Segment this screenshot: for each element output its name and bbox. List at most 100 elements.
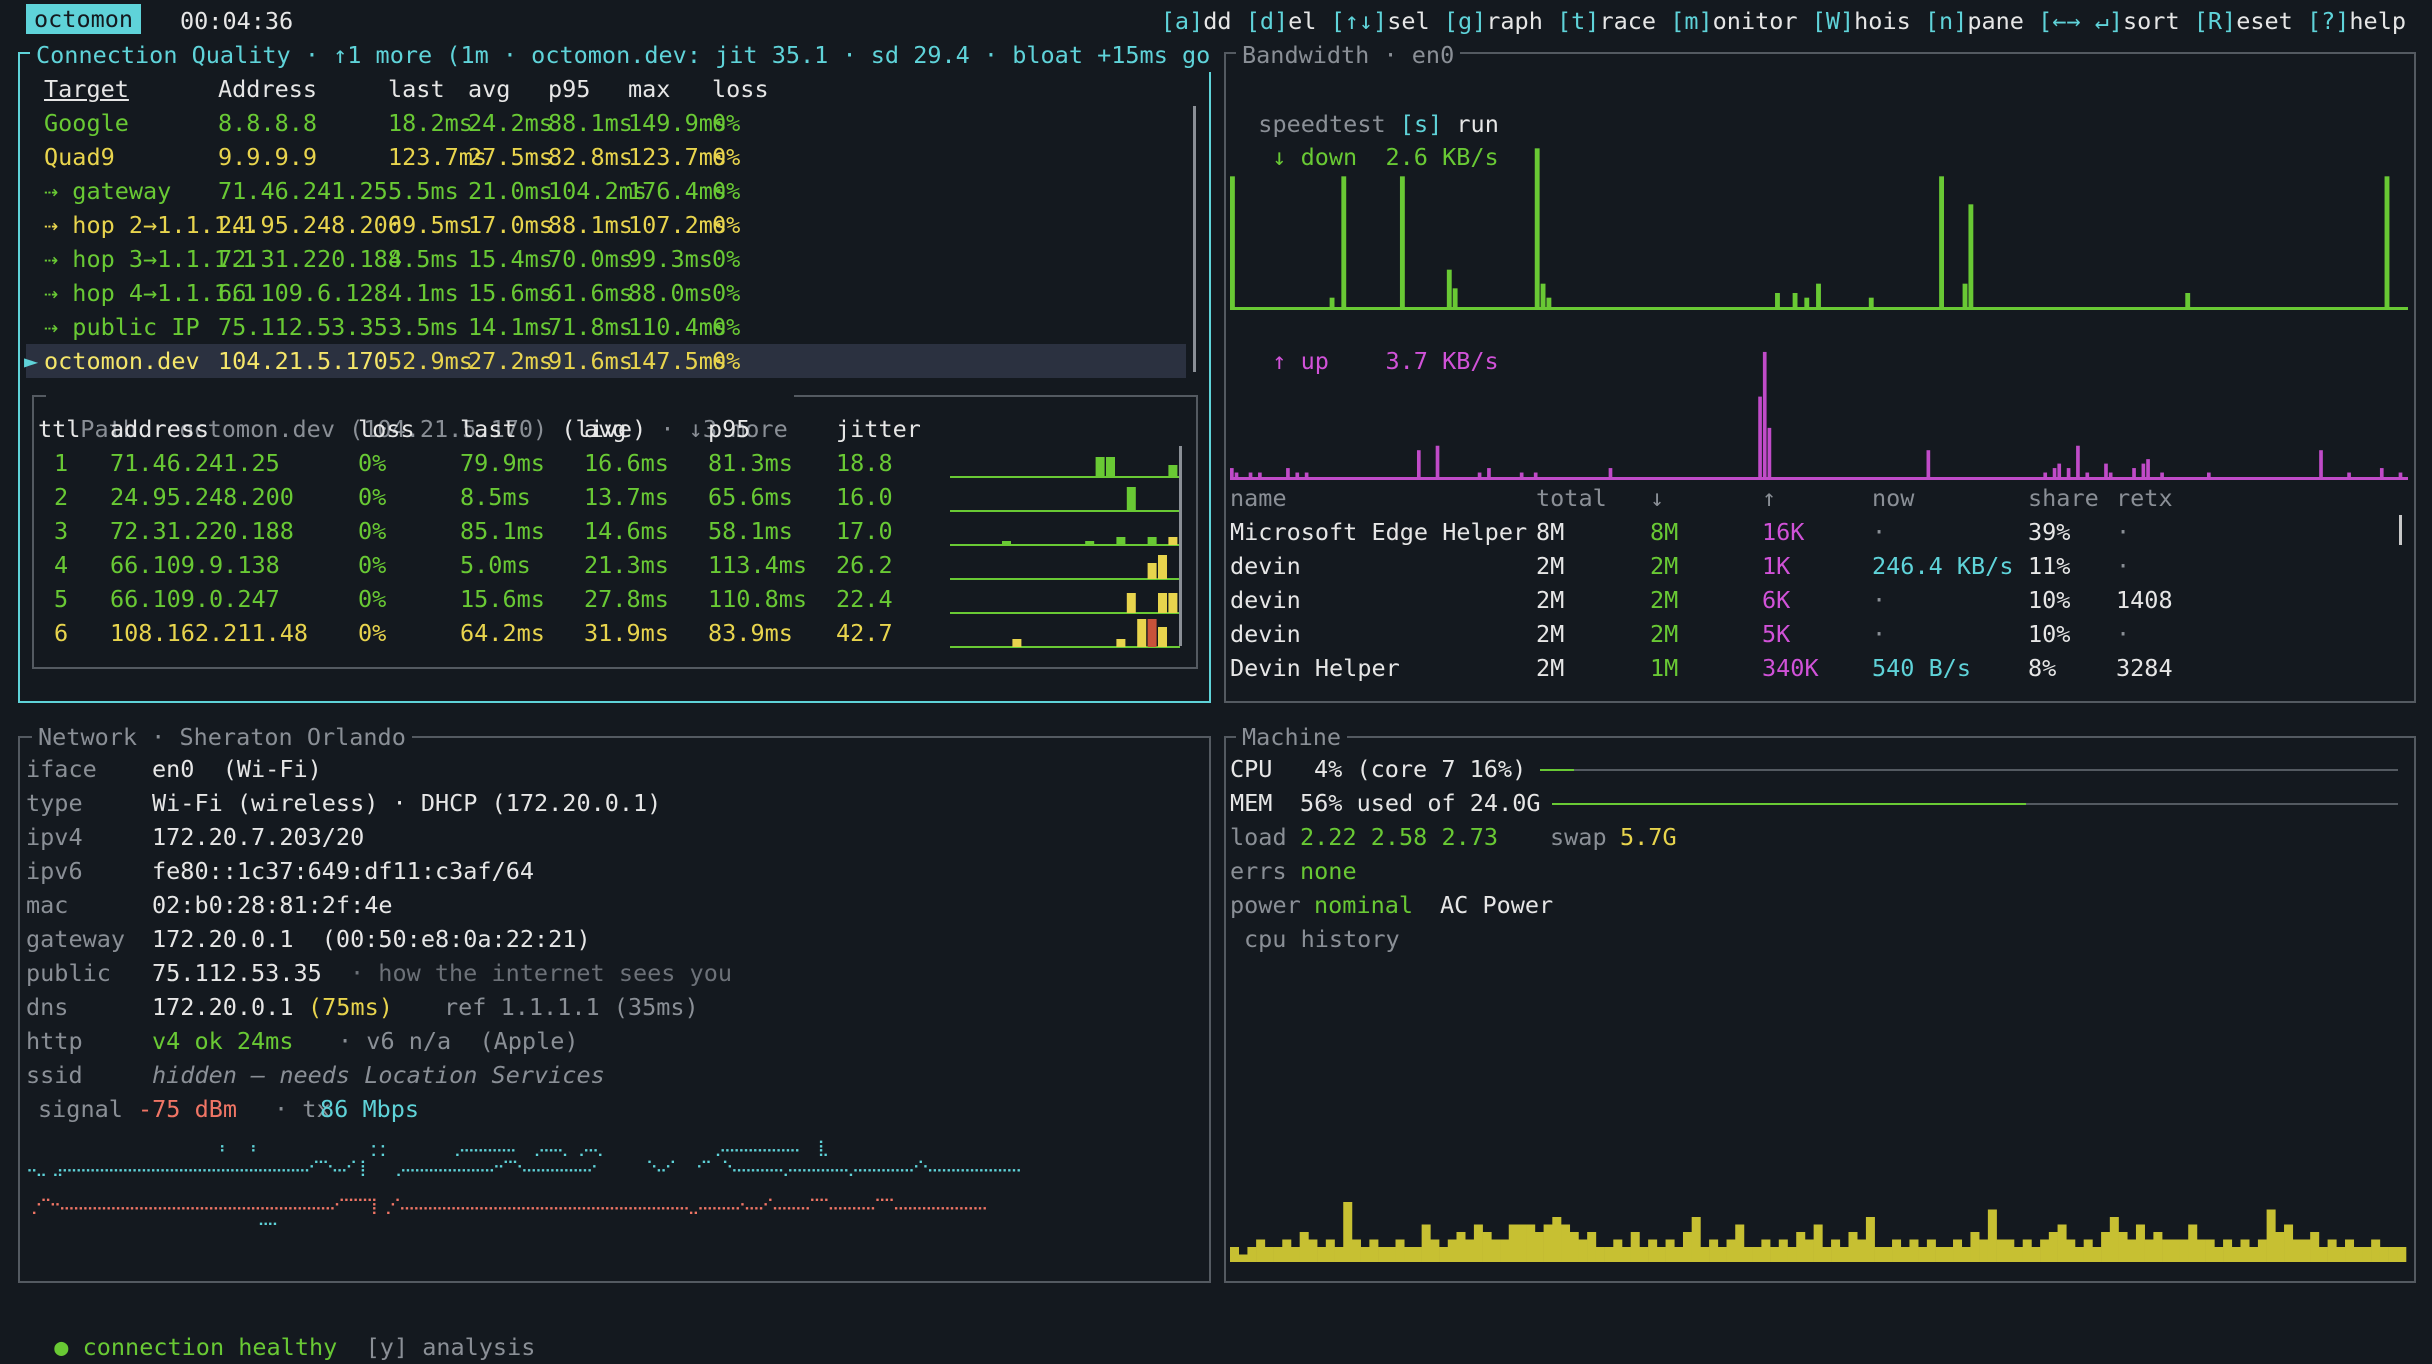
key-el[interactable]: [d] — [1245, 7, 1289, 35]
key-label-onitor[interactable]: onitor — [1712, 7, 1798, 35]
process-col-0[interactable]: name — [1230, 484, 1287, 512]
cpu-history-bar — [1534, 1232, 1544, 1262]
path-col-address[interactable]: address — [110, 415, 210, 443]
key-dd[interactable]: [a] — [1160, 7, 1204, 35]
chart-bar — [2052, 468, 2057, 477]
quality-cell-p95: 61.6ms — [548, 279, 633, 307]
quality-row[interactable]: ⇢ gateway 71.46.241.25 5.5ms 21.0ms 104.2ms 1… — [26, 174, 1186, 208]
path-cell-last: 5.0ms — [460, 551, 531, 579]
key-label-sort[interactable]: sort — [2123, 7, 2180, 35]
cpu-value: 4% (core 7 16%) — [1314, 755, 1527, 783]
cpu-history-bar — [1578, 1239, 1588, 1262]
cpu-history-bar — [1987, 1209, 1997, 1262]
key-label-race[interactable]: race — [1599, 7, 1657, 35]
quality-row[interactable]: ⇢ public IP 75.112.53.35 3.5ms 14.1ms 71.8ms… — [26, 310, 1186, 344]
key-label-eset[interactable]: eset — [2236, 7, 2293, 35]
key-sort[interactable]: [←→ ↵] — [2038, 7, 2123, 35]
path-scrollbar[interactable] — [1179, 446, 1182, 646]
path-row[interactable]: 3 72.31.220.188 0% 85.1ms 14.6ms 58.1ms 17.0 — [38, 514, 1188, 548]
speedtest-key[interactable]: [s] — [1399, 110, 1443, 138]
cpu-history-bar — [1796, 1232, 1806, 1262]
process-cell-retx: · — [2116, 518, 2131, 546]
path-row[interactable]: 1 71.46.241.25 0% 79.9ms 16.6ms 81.3ms 18.8 — [38, 446, 1188, 480]
cpu-history-bar — [2388, 1247, 2398, 1262]
process-cell-retx: 3284 — [2116, 654, 2173, 682]
quality-col-target[interactable]: Target — [44, 75, 129, 103]
key-label-el[interactable]: el — [1288, 7, 1317, 35]
key-sel[interactable]: [↑↓] — [1330, 7, 1388, 35]
quality-col-p95[interactable]: p95 — [548, 75, 591, 103]
key-eset[interactable]: [R] — [2193, 7, 2237, 35]
process-row[interactable]: devin 2M 2M 6K · 10% 1408 — [1230, 583, 2400, 617]
chart-bar — [1416, 450, 1421, 477]
process-row[interactable]: Devin Helper 2M 1M 340K 540 B/s 8% 3284 — [1230, 651, 2400, 685]
process-col-6[interactable]: retx — [2116, 484, 2173, 512]
process-scrollbar[interactable] — [2399, 515, 2402, 545]
key-race[interactable]: [t] — [1557, 7, 1600, 35]
path-col-last[interactable]: last — [460, 415, 517, 443]
analysis-key[interactable]: [y] — [365, 1333, 409, 1361]
process-cell-down: 2M — [1650, 586, 1679, 614]
process-cell-share: 10% — [2028, 620, 2071, 648]
path-row[interactable]: 4 66.109.9.138 0% 5.0ms 21.3ms 113.4ms 26.2 — [38, 548, 1188, 582]
process-col-2[interactable]: ↓ — [1650, 484, 1665, 512]
key-pane[interactable]: [n] — [1924, 7, 1968, 35]
cpu-history-bar — [2162, 1239, 2172, 1262]
key-raph[interactable]: [g] — [1443, 7, 1487, 35]
process-cell-share: 10% — [2028, 586, 2071, 614]
quality-row[interactable]: Quad9 9.9.9.9 123.7ms 27.5ms 82.8ms 123.7ms 0% — [26, 140, 1186, 174]
cpu-history-bar — [1770, 1247, 1780, 1262]
quality-row[interactable]: ⇢ hop 3→1.1.1.1 72.31.220.188 4.5ms 15.4ms 7… — [26, 242, 1186, 276]
process-col-1[interactable]: total — [1536, 484, 1607, 512]
process-cell-name: devin — [1230, 552, 1301, 580]
quality-col-address[interactable]: Address — [218, 75, 318, 103]
path-col-p95[interactable]: p95 — [708, 415, 751, 443]
quality-col-avg[interactable]: avg — [468, 75, 511, 103]
process-col-3[interactable]: ↑ — [1762, 484, 1777, 512]
key-help[interactable]: [?] — [2306, 7, 2350, 35]
key-hois[interactable]: [W] — [1811, 7, 1855, 35]
key-onitor[interactable]: [m] — [1670, 7, 1713, 35]
path-col-ttl[interactable]: ttl — [38, 415, 81, 443]
quality-col-last[interactable]: last — [388, 75, 445, 103]
chart-bar — [1341, 176, 1347, 307]
quality-row[interactable]: ⇢ hop 4→1.1.1.1 66.109.6.128 4.1ms 15.6ms 61… — [26, 276, 1186, 310]
http-v4-status: v4 ok 24ms — [152, 1027, 294, 1055]
type-value: Wi-Fi (wireless) · DHCP (172.20.0.1) — [152, 789, 662, 817]
key-label-dd[interactable]: dd — [1203, 7, 1232, 35]
path-col-loss[interactable]: loss — [358, 415, 415, 443]
path-table: ttl address loss last avg p95 jitter 1 71.46.241… — [38, 412, 1188, 652]
process-col-4[interactable]: now — [1872, 484, 1915, 512]
key-label-help[interactable]: help — [2349, 7, 2406, 35]
cpu-history-bar — [1264, 1247, 1274, 1262]
key-label-hois[interactable]: hois — [1854, 7, 1911, 35]
process-col-5[interactable]: share — [2028, 484, 2099, 512]
path-cell-avg: 31.9ms — [584, 619, 669, 647]
quality-cell-address: 9.9.9.9 — [218, 143, 318, 171]
quality-col-loss[interactable]: loss — [712, 75, 769, 103]
quality-col-max[interactable]: max — [628, 75, 671, 103]
process-row[interactable]: Microsoft Edge Helper 8M 8M 16K · 39% · — [1230, 515, 2400, 549]
process-row[interactable]: devin 2M 2M 5K · 10% · — [1230, 617, 2400, 651]
path-row[interactable]: 6 108.162.211.48 0% 64.2ms 31.9ms 83.9ms 42.7 — [38, 616, 1188, 650]
path-col-jitter[interactable]: jitter — [836, 415, 921, 443]
key-label-raph[interactable]: raph — [1486, 7, 1543, 35]
quality-row[interactable]: Google 8.8.8.8 18.2ms 24.2ms 88.1ms 149.9ms 0% — [26, 106, 1186, 140]
quality-row[interactable]: ⇢ hop 2→1.1.1.1 24.95.248.200 69.5ms 17.0ms… — [26, 208, 1186, 242]
errs-value: none — [1300, 857, 1357, 885]
speedtest-run-action[interactable]: run — [1456, 110, 1499, 138]
path-col-avg[interactable]: avg — [584, 415, 627, 443]
quality-table: Target Address last avg p95 max loss Google 8.8.… — [24, 72, 1186, 378]
process-row[interactable]: devin 2M 2M 1K 246.4 KB/s 11% · — [1230, 549, 2400, 583]
quality-row[interactable]: ► octomon.dev 104.21.5.170 52.9ms 27.2ms 91.6… — [24, 344, 1186, 378]
sparkline-bar — [1147, 563, 1157, 579]
key-label-sel[interactable]: sel — [1387, 7, 1430, 35]
path-row[interactable]: 2 24.95.248.200 0% 8.5ms 13.7ms 65.6ms 16.0 — [38, 480, 1188, 514]
quality-scrollbar[interactable] — [1193, 106, 1196, 372]
cpu-history-bar — [2249, 1247, 2259, 1262]
sparkline-bar — [1085, 541, 1095, 545]
key-label-pane[interactable]: pane — [1967, 7, 2024, 35]
path-cell-jitter: 42.7 — [836, 619, 893, 647]
analysis-action[interactable]: analysis — [422, 1333, 536, 1361]
path-row[interactable]: 5 66.109.0.247 0% 15.6ms 27.8ms 110.8ms 22.4 — [38, 582, 1188, 616]
